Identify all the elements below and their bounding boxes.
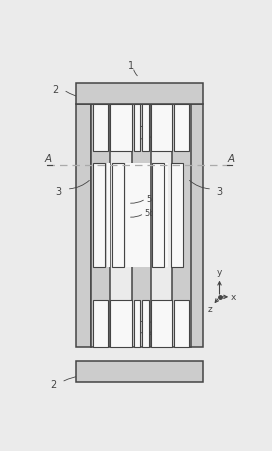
Bar [134, 105, 140, 152]
Bar [174, 301, 189, 348]
Bar [126, 164, 150, 268]
Text: 4a: 4a [152, 119, 162, 127]
Bar [110, 105, 132, 152]
Text: 4b: 4b [150, 316, 160, 325]
Bar [112, 164, 124, 268]
Bar [142, 301, 149, 348]
Text: 5b: 5b [145, 209, 155, 218]
Bar [142, 105, 149, 152]
Text: 4b: 4b [150, 132, 160, 141]
Text: 5a: 5a [146, 194, 157, 203]
Bar [172, 105, 191, 348]
Text: x: x [231, 293, 236, 302]
Bar [152, 164, 164, 268]
Bar [94, 105, 108, 152]
Bar [132, 105, 151, 348]
Bar [174, 105, 189, 152]
Bar [151, 105, 172, 152]
Bar [94, 164, 106, 268]
Text: A: A [44, 153, 51, 164]
Bar [94, 301, 108, 348]
Text: 3: 3 [217, 186, 222, 196]
Bar [76, 83, 203, 105]
Text: y: y [217, 267, 222, 276]
Bar [165, 164, 168, 268]
Text: 2: 2 [50, 379, 56, 389]
Text: A: A [228, 153, 235, 164]
Bar [171, 164, 183, 268]
Text: z: z [208, 304, 213, 313]
Text: 1: 1 [128, 61, 134, 71]
Bar [76, 105, 91, 348]
Bar [107, 164, 110, 268]
Bar [151, 301, 172, 348]
Bar [110, 301, 132, 348]
Bar [187, 105, 203, 348]
Text: 4a: 4a [149, 328, 159, 337]
Bar [76, 361, 203, 382]
Bar [134, 301, 140, 348]
Bar [91, 105, 110, 348]
Text: 3: 3 [55, 186, 61, 196]
Text: 2: 2 [52, 85, 58, 95]
